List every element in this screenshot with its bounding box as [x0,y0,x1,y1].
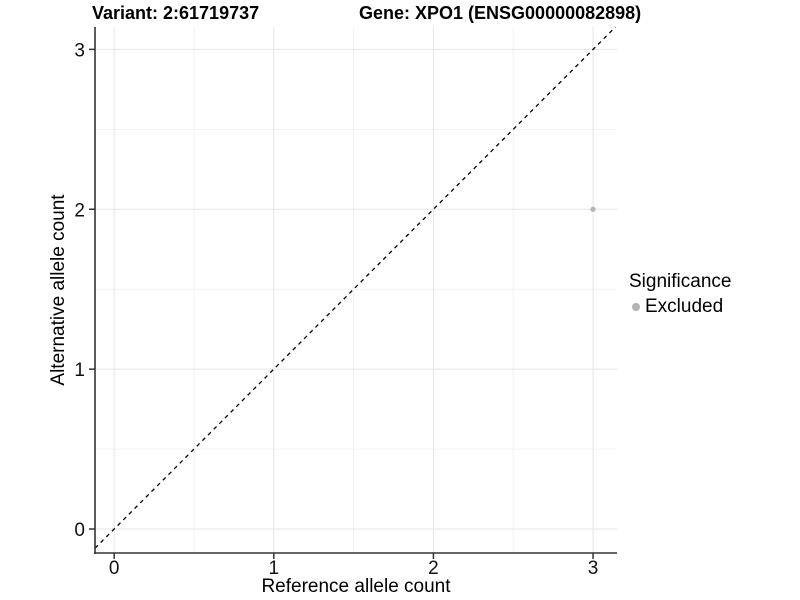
x-tick-label: 0 [109,558,120,579]
x-tick-label: 1 [268,558,279,579]
legend-entry-label: Excluded [645,296,724,317]
y-tick-label: 2 [74,200,85,221]
data-point [590,206,596,212]
excluded-point-icon [632,303,640,311]
identity-reference-line [94,26,616,549]
x-axis-title: Reference allele count [261,576,451,597]
legend-title: Significance [629,271,732,292]
gene-title: Gene: XPO1 (ENSG00000082898) [359,3,642,23]
legend: Significance Excluded [629,271,731,318]
x-tick-label: 3 [588,558,599,579]
y-tick-label: 3 [74,40,85,61]
y-tick-label: 0 [74,520,85,541]
x-tick-label: 2 [428,558,439,579]
legend-entry: Excluded [629,296,731,318]
y-tick-label: 1 [74,360,85,381]
variant-title: Variant: 2:61719737 [92,3,260,23]
